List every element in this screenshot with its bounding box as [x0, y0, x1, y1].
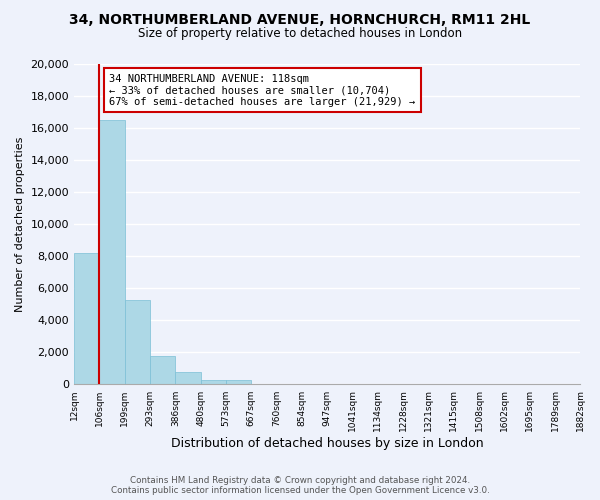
Bar: [150, 356, 175, 384]
Bar: [226, 380, 251, 384]
Text: 34, NORTHUMBERLAND AVENUE, HORNCHURCH, RM11 2HL: 34, NORTHUMBERLAND AVENUE, HORNCHURCH, R…: [70, 12, 530, 26]
Text: 34 NORTHUMBERLAND AVENUE: 118sqm
← 33% of detached houses are smaller (10,704)
6: 34 NORTHUMBERLAND AVENUE: 118sqm ← 33% o…: [109, 74, 416, 107]
Bar: [100, 120, 125, 384]
Bar: [125, 300, 150, 384]
Text: Size of property relative to detached houses in London: Size of property relative to detached ho…: [138, 28, 462, 40]
Y-axis label: Number of detached properties: Number of detached properties: [15, 136, 25, 312]
X-axis label: Distribution of detached houses by size in London: Distribution of detached houses by size …: [171, 437, 484, 450]
Bar: [200, 380, 226, 384]
Text: Contains HM Land Registry data © Crown copyright and database right 2024.
Contai: Contains HM Land Registry data © Crown c…: [110, 476, 490, 495]
Bar: [74, 253, 100, 384]
Bar: [175, 372, 200, 384]
